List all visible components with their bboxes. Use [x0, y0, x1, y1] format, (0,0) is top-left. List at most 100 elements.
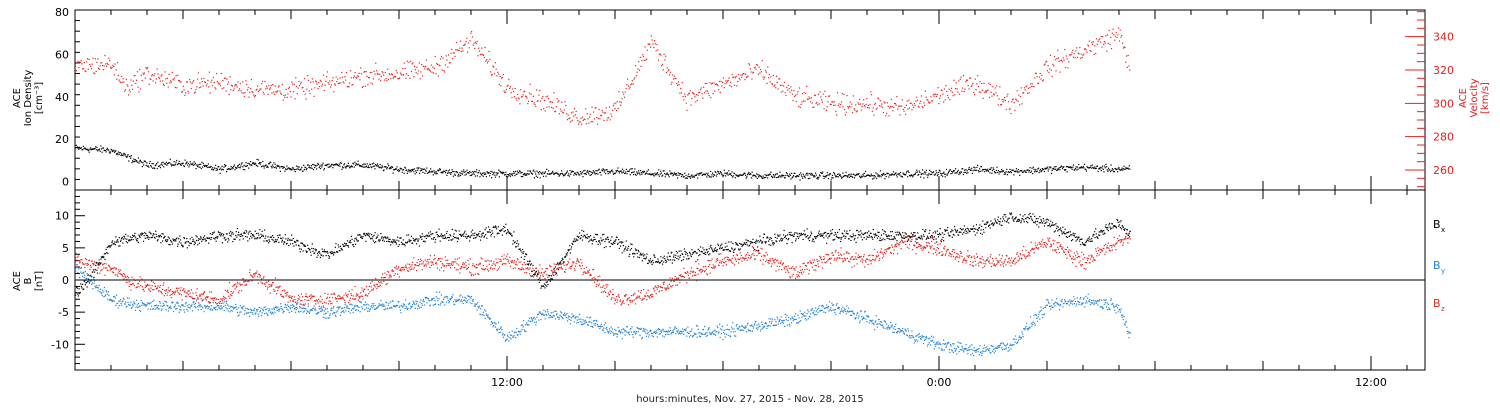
data-point	[311, 167, 313, 169]
data-point	[1038, 82, 1040, 84]
data-point	[805, 172, 808, 175]
data-point	[133, 158, 135, 160]
data-point	[514, 170, 517, 173]
data-point	[661, 63, 664, 65]
data-point	[514, 88, 516, 90]
data-point	[983, 344, 986, 346]
data-point	[789, 173, 791, 175]
data-point	[119, 300, 121, 303]
data-point	[101, 294, 103, 297]
data-point	[894, 172, 896, 175]
data-point	[187, 90, 189, 92]
data-point	[277, 165, 280, 167]
data-point	[397, 169, 399, 172]
data-point	[816, 177, 818, 180]
data-point	[841, 310, 843, 312]
data-point	[1089, 166, 1091, 168]
data-point	[790, 89, 793, 91]
data-point	[548, 317, 550, 319]
velocity-tick-label: 340	[1433, 31, 1454, 44]
data-point	[655, 173, 657, 176]
data-point	[809, 97, 811, 100]
data-point	[974, 78, 976, 80]
data-point	[917, 340, 919, 342]
data-point	[891, 106, 893, 108]
data-point	[440, 171, 442, 174]
data-point	[1016, 342, 1018, 345]
data-point	[1012, 338, 1014, 340]
data-point	[236, 167, 238, 169]
data-point	[580, 117, 582, 119]
data-point	[712, 331, 714, 333]
data-point	[852, 95, 854, 97]
data-point	[189, 81, 192, 83]
data-point	[672, 78, 675, 80]
data-point	[621, 172, 623, 174]
data-point	[251, 162, 254, 164]
data-point	[322, 74, 325, 76]
data-point	[779, 78, 781, 80]
data-point	[585, 123, 588, 125]
data-point	[655, 50, 657, 52]
data-point	[139, 88, 142, 90]
data-point	[301, 170, 303, 172]
data-point	[949, 99, 951, 101]
data-point	[583, 170, 585, 172]
data-point	[857, 317, 859, 319]
data-point	[288, 86, 291, 88]
data-point	[564, 173, 567, 175]
data-point	[978, 91, 980, 93]
data-point	[293, 305, 295, 307]
data-point	[296, 93, 298, 95]
data-point	[715, 83, 717, 85]
data-point	[1091, 164, 1093, 166]
data-point	[1048, 168, 1050, 170]
data-point	[527, 173, 530, 175]
data-point	[615, 330, 617, 332]
data-point	[213, 307, 215, 309]
data-point	[585, 321, 588, 323]
data-point	[526, 97, 528, 99]
data-point	[294, 170, 296, 173]
data-point	[1082, 302, 1084, 304]
data-point	[799, 310, 801, 312]
data-point	[993, 348, 995, 350]
data-point	[1113, 170, 1115, 173]
data-point	[1034, 170, 1036, 172]
data-point	[758, 174, 760, 176]
data-point	[670, 172, 672, 174]
data-point	[626, 173, 628, 175]
data-point	[791, 93, 793, 95]
data-point	[792, 176, 794, 178]
data-point	[872, 322, 874, 325]
data-point	[895, 323, 897, 325]
data-point	[712, 93, 714, 95]
data-point	[808, 311, 810, 313]
data-point	[286, 165, 288, 167]
data-point	[902, 172, 904, 174]
data-point	[896, 174, 898, 176]
data-point	[863, 99, 865, 101]
data-point	[407, 74, 409, 77]
data-point	[956, 88, 958, 90]
data-point	[387, 163, 389, 165]
data-point	[501, 77, 503, 79]
data-point	[1114, 167, 1116, 170]
velocity-tick-label: 280	[1433, 131, 1454, 144]
data-point	[642, 330, 644, 332]
data-point	[718, 331, 720, 333]
data-point	[154, 308, 156, 311]
data-point	[691, 328, 693, 330]
data-point	[1105, 35, 1107, 37]
data-point	[472, 170, 474, 173]
data-point	[767, 177, 769, 179]
data-point	[908, 174, 911, 177]
data-point	[820, 96, 822, 98]
data-point	[627, 332, 630, 334]
data-point	[1129, 69, 1131, 71]
data-point	[641, 173, 643, 175]
data-point	[144, 303, 146, 305]
data-point	[447, 170, 449, 172]
data-point	[629, 86, 631, 88]
data-point	[453, 170, 455, 173]
